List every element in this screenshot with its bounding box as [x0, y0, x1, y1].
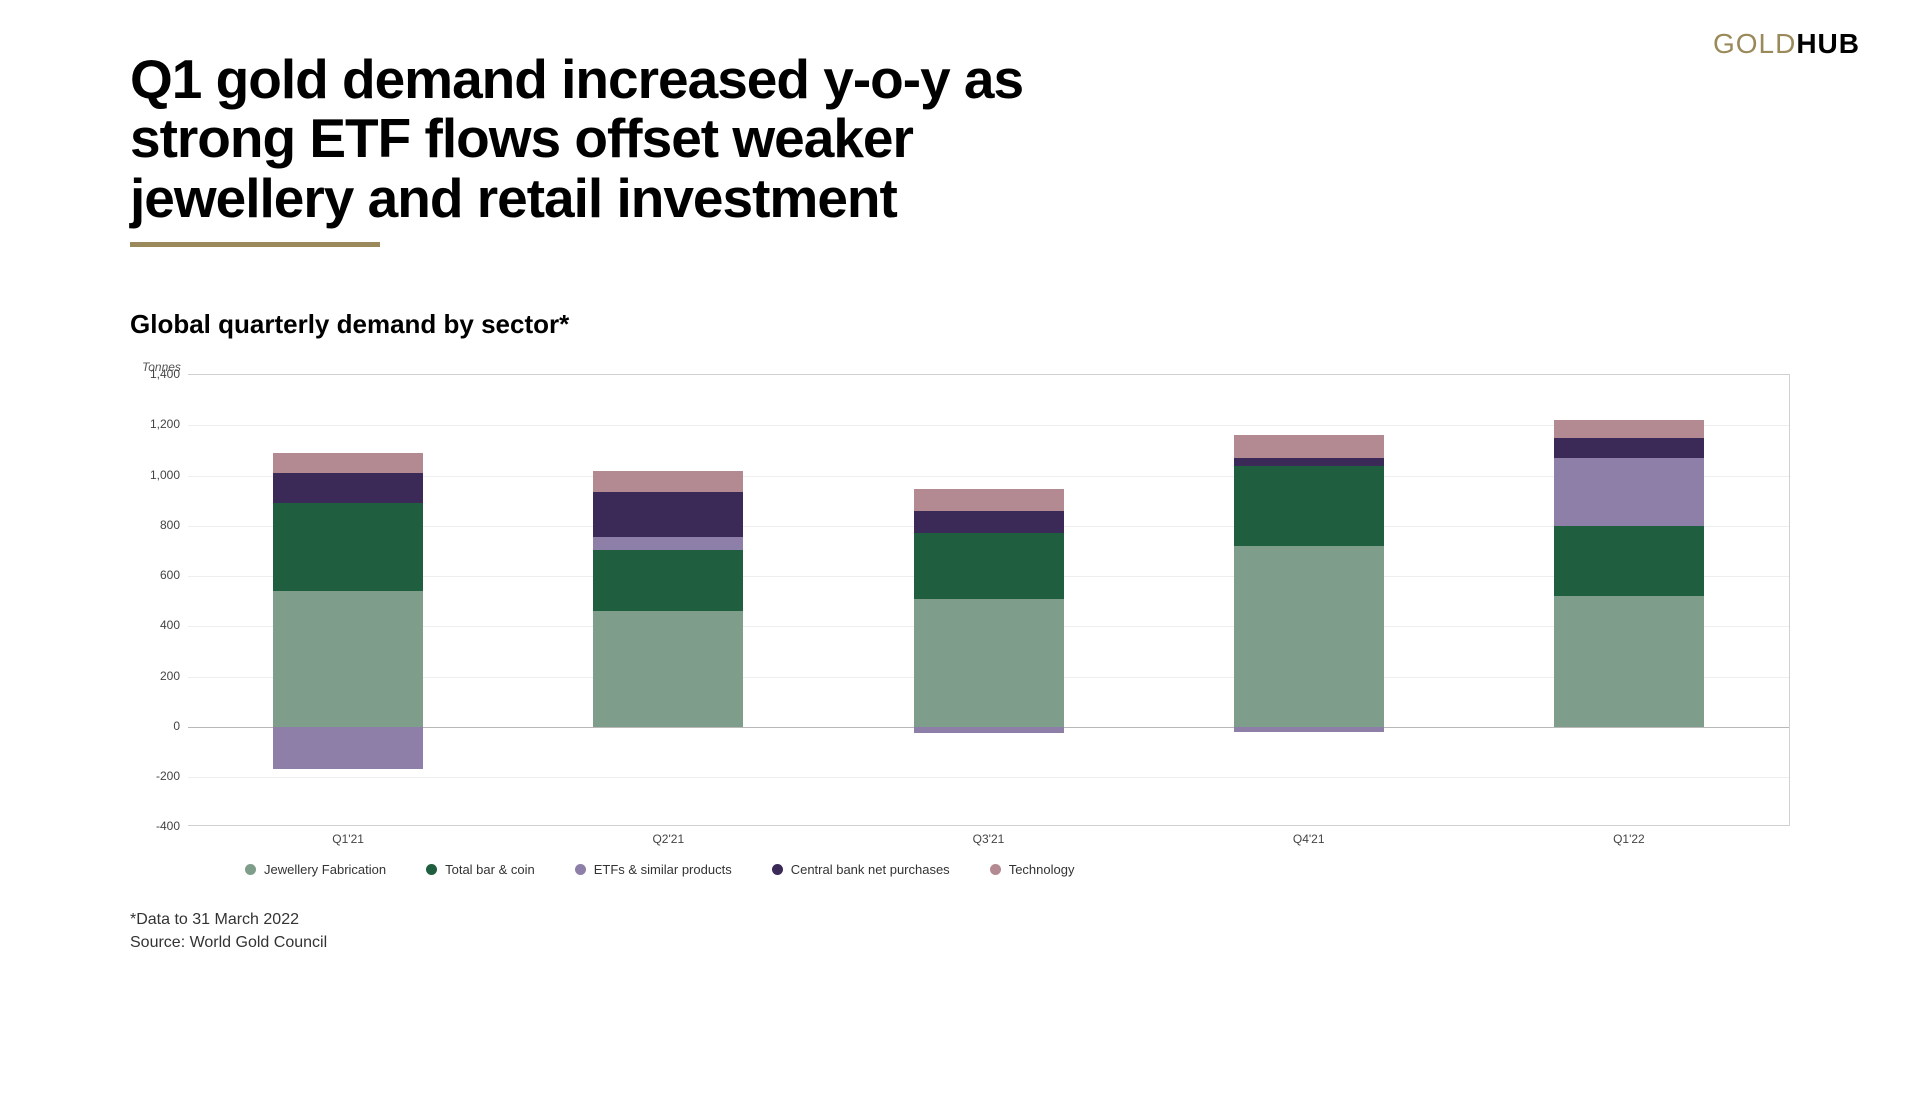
x-tick-label: Q3'21 — [973, 832, 1005, 846]
legend-item: Technology — [990, 862, 1075, 877]
y-tick-label: 0 — [140, 719, 180, 733]
legend-item: ETFs & similar products — [575, 862, 732, 877]
legend-label: Jewellery Fabrication — [264, 862, 386, 877]
bar-segment-central_bank — [914, 511, 1064, 534]
bar-group — [1554, 375, 1704, 825]
bar-segment-etfs — [914, 727, 1064, 733]
bar-segment-technology — [273, 453, 423, 473]
bar-segment-etfs — [273, 727, 423, 770]
bar-group — [593, 375, 743, 825]
legend-item: Total bar & coin — [426, 862, 535, 877]
content-region: Q1 gold demand increased y-o-y as strong… — [130, 50, 1790, 864]
y-tick-label: 200 — [140, 669, 180, 683]
bar-segment-central_bank — [273, 473, 423, 503]
bar-segment-jewellery — [1554, 596, 1704, 727]
title-underline — [130, 242, 380, 247]
legend-swatch — [426, 864, 437, 875]
y-tick-label: 800 — [140, 518, 180, 532]
footnote-line-2: Source: World Gold Council — [130, 932, 327, 954]
bar-segment-technology — [1554, 420, 1704, 438]
y-tick-label: 600 — [140, 568, 180, 582]
bar-segment-jewellery — [593, 611, 743, 727]
y-tick-label: 400 — [140, 618, 180, 632]
logo-part-hub: HUB — [1796, 28, 1860, 59]
legend-item: Central bank net purchases — [772, 862, 950, 877]
footnote-line-1: *Data to 31 March 2022 — [130, 909, 327, 931]
bar-segment-central_bank — [1554, 438, 1704, 458]
bar-segment-jewellery — [914, 599, 1064, 727]
bar-segment-bar_coin — [593, 550, 743, 612]
bar-segment-bar_coin — [273, 503, 423, 591]
legend-swatch — [575, 864, 586, 875]
x-tick-label: Q2'21 — [652, 832, 684, 846]
bar-segment-technology — [1234, 435, 1384, 458]
chart-legend: Jewellery Fabrication Total bar & coin ETF… — [245, 862, 1074, 877]
legend-label: Central bank net purchases — [791, 862, 950, 877]
bar-group — [273, 375, 423, 825]
chart-area: Tonnes Jewellery FabricationTotal bar & … — [130, 364, 1790, 864]
y-tick-label: -400 — [140, 819, 180, 833]
bar-segment-jewellery — [273, 591, 423, 727]
bar-segment-bar_coin — [1234, 466, 1384, 546]
y-tick-label: 1,200 — [140, 417, 180, 431]
page-title: Q1 gold demand increased y-o-y as strong… — [130, 50, 1130, 228]
bar-segment-central_bank — [1234, 458, 1384, 466]
bar-segment-etfs — [1554, 458, 1704, 526]
legend-label: ETFs & similar products — [594, 862, 732, 877]
legend-swatch — [245, 864, 256, 875]
bar-group — [1234, 375, 1384, 825]
y-tick-label: 1,400 — [140, 367, 180, 381]
bar-segment-technology — [914, 489, 1064, 510]
bar-segment-bar_coin — [1554, 526, 1704, 596]
legend-swatch — [772, 864, 783, 875]
chart-plot — [188, 374, 1790, 826]
bar-segment-technology — [593, 471, 743, 492]
bar-segment-etfs — [593, 537, 743, 550]
legend-label: Total bar & coin — [445, 862, 535, 877]
x-tick-label: Q1'22 — [1613, 832, 1645, 846]
y-tick-label: 1,000 — [140, 468, 180, 482]
legend-swatch — [990, 864, 1001, 875]
bar-segment-jewellery — [1234, 546, 1384, 727]
bar-segment-etfs — [1234, 727, 1384, 732]
bar-group — [914, 375, 1064, 825]
chart-footnote: *Data to 31 March 2022 Source: World Gol… — [130, 909, 327, 954]
bar-segment-bar_coin — [914, 533, 1064, 598]
x-tick-label: Q4'21 — [1293, 832, 1325, 846]
y-tick-label: -200 — [140, 769, 180, 783]
x-tick-label: Q1'21 — [332, 832, 364, 846]
bar-segment-central_bank — [593, 492, 743, 537]
chart-subtitle: Global quarterly demand by sector* — [130, 309, 1790, 340]
legend-label: Technology — [1009, 862, 1075, 877]
legend-item: Jewellery Fabrication — [245, 862, 386, 877]
